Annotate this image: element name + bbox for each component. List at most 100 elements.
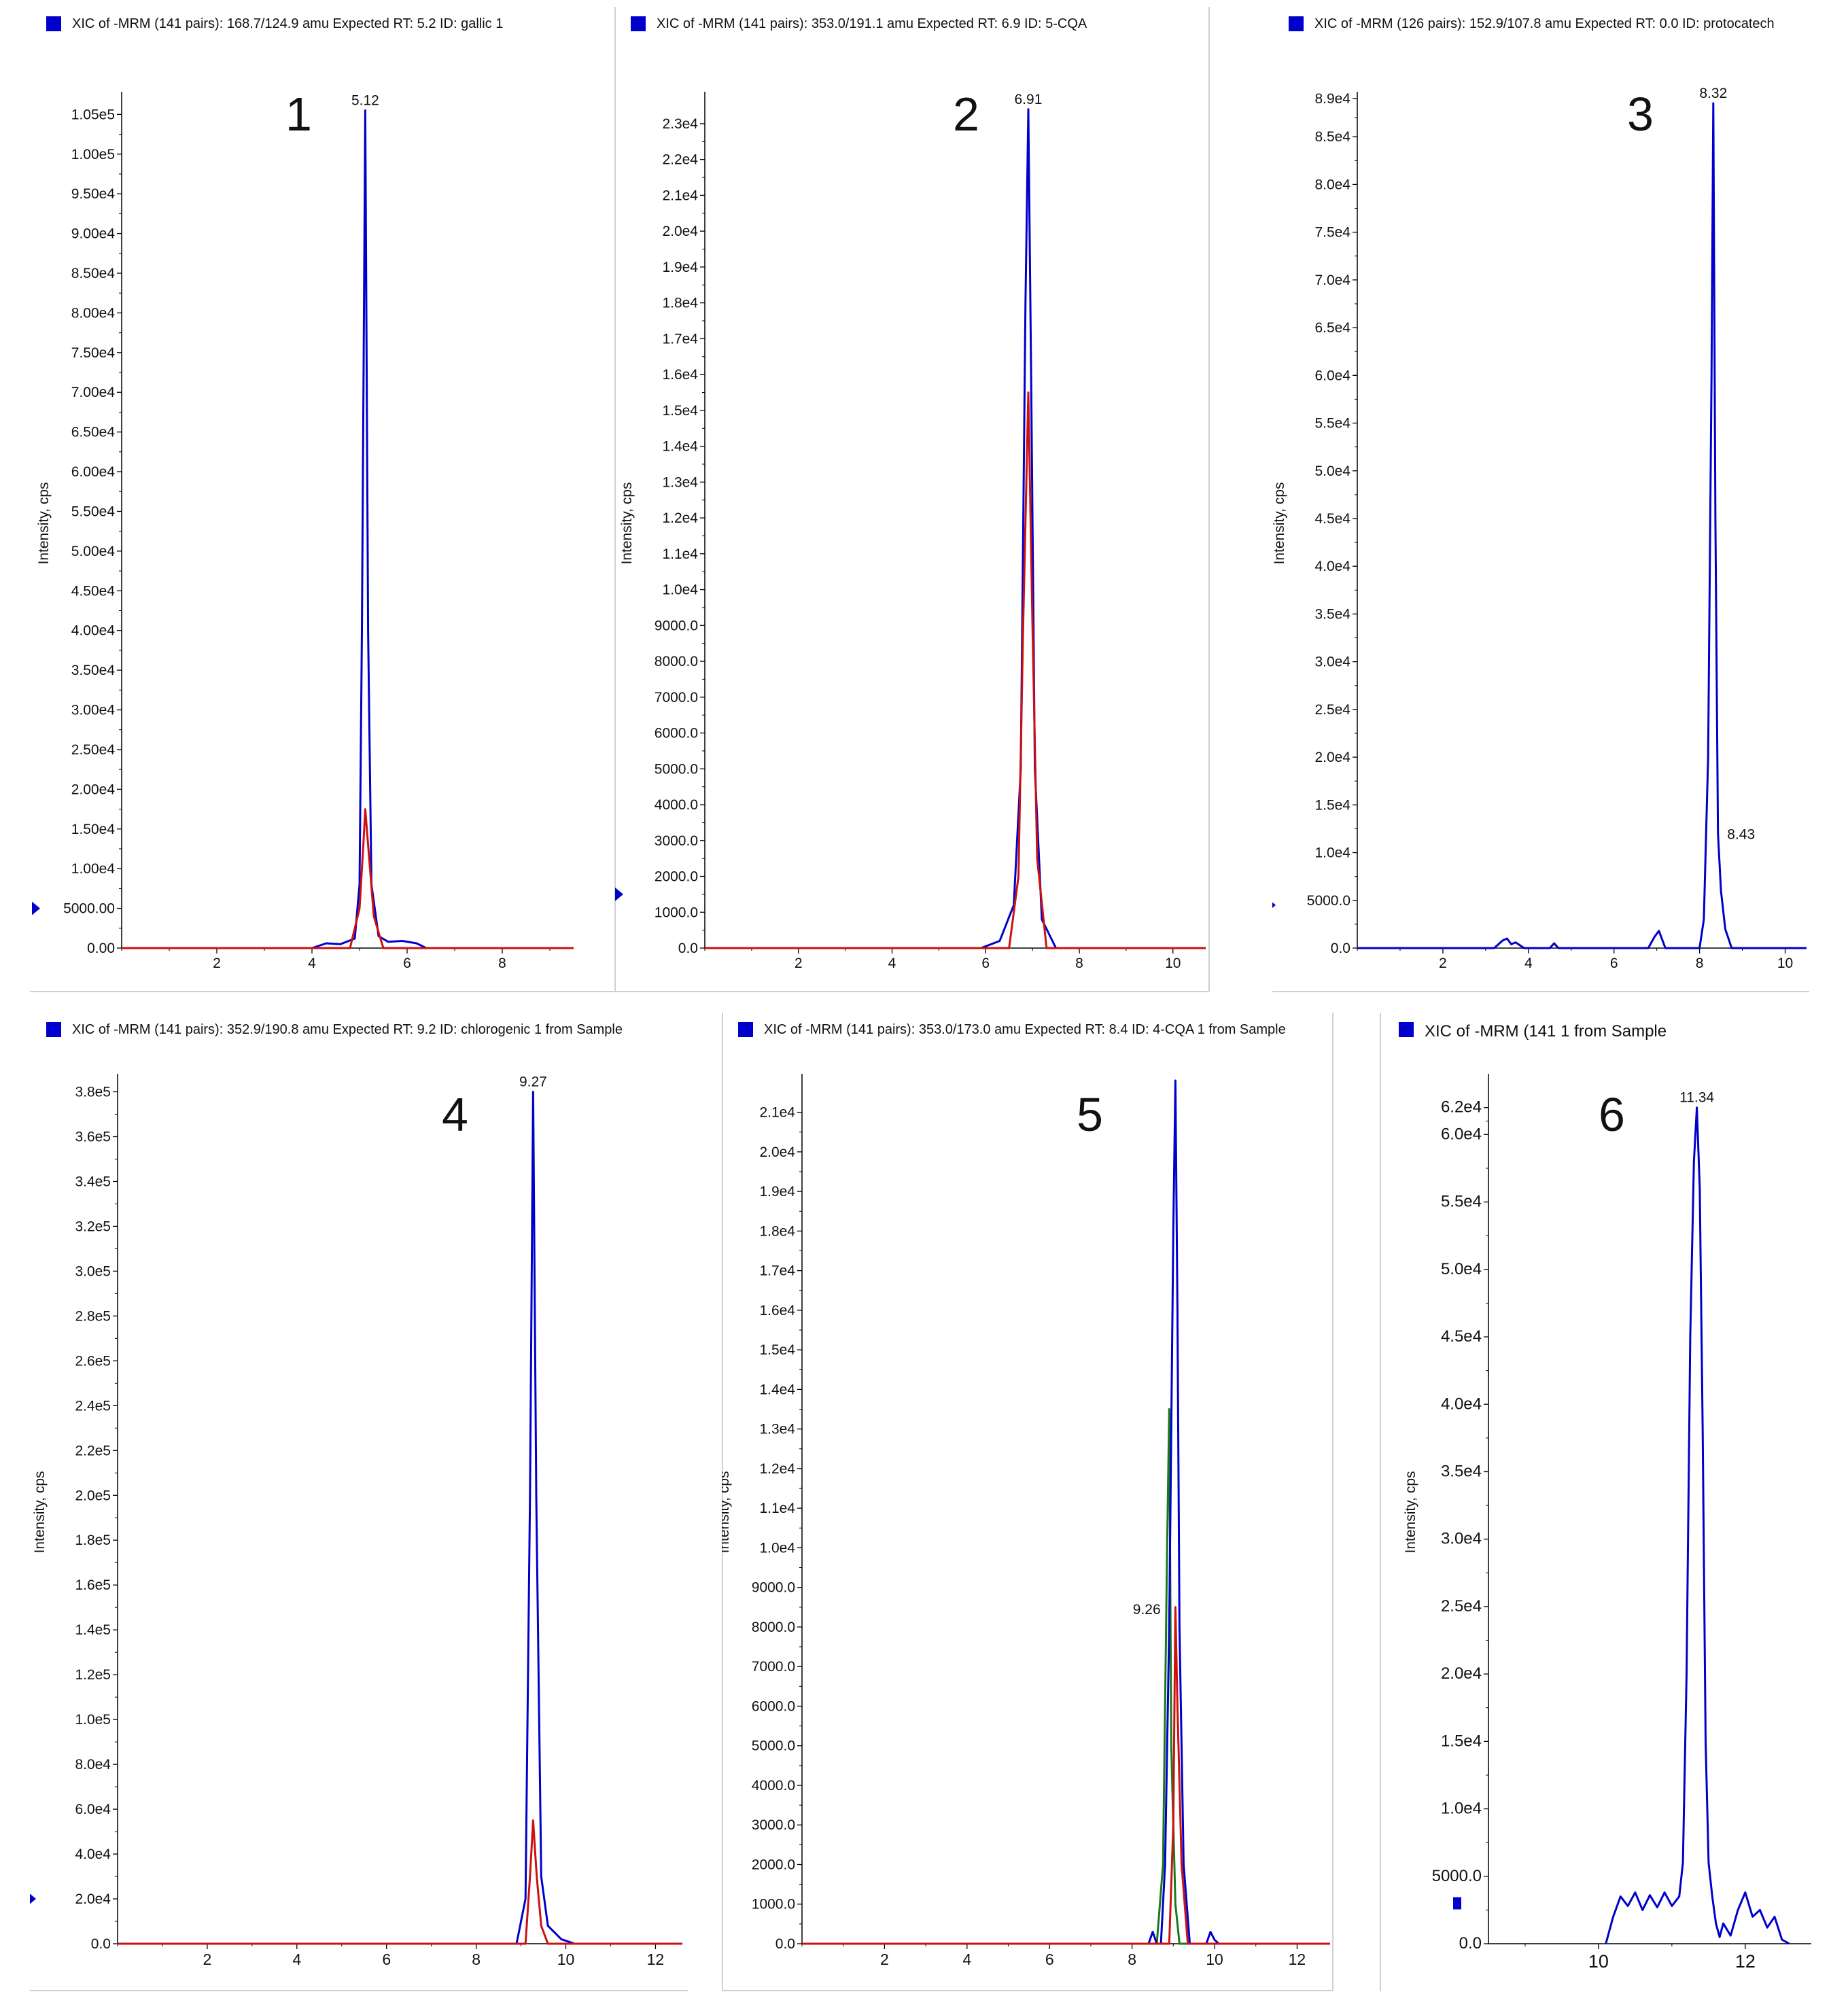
panel-1: XIC of -MRM (141 pairs): 168.7/124.9 amu… [30, 7, 618, 992]
y-tick-label: 3.0e5 [75, 1263, 111, 1279]
panel-2: XIC of -MRM (141 pairs): 353.0/191.1 amu… [614, 7, 1210, 992]
series-line [802, 1606, 1330, 1945]
y-tick-label: 8.0e4 [75, 1757, 111, 1772]
y-tick-label: 2.3e4 [662, 116, 698, 132]
y-tick-label: 1.8e4 [662, 296, 698, 311]
legend-square-icon [46, 1022, 61, 1037]
x-tick-label: 10 [1206, 1951, 1223, 1968]
y-tick-label: 1.0e4 [759, 1540, 795, 1556]
y-tick-label: 1.6e4 [759, 1303, 795, 1318]
y-tick-label: 1.2e4 [759, 1461, 795, 1477]
x-tick-label: 6 [382, 1951, 391, 1968]
peak-label: 11.34 [1679, 1090, 1714, 1106]
y-axis-label: Intensity, cps [722, 1471, 732, 1554]
x-tick-label: 2 [795, 956, 803, 971]
panel-border [614, 7, 616, 992]
y-tick-label: 2.6e5 [75, 1353, 111, 1369]
y-tick-label: 5000.00 [63, 901, 115, 917]
y-tick-label: 3.8e5 [75, 1084, 111, 1100]
y-tick-label: 0.0 [91, 1936, 111, 1952]
y-tick-label: 1.4e5 [75, 1622, 111, 1638]
x-tick-label: 4 [888, 956, 896, 971]
y-tick-label: 3.0e4 [1314, 654, 1350, 670]
y-tick-label: 8.5e4 [1314, 129, 1350, 145]
x-tick-label: 6 [1610, 956, 1618, 971]
y-tick-label: 6.5e4 [1314, 320, 1350, 336]
panel-number: 1 [285, 88, 312, 141]
y-tick-label: 0.0 [678, 941, 698, 956]
y-tick-label: 3.0e4 [1441, 1530, 1482, 1548]
y-tick-label: 2.0e4 [1441, 1664, 1482, 1683]
y-tick-label: 6.00e4 [71, 464, 116, 480]
y-tick-label: 5000.0 [655, 761, 698, 777]
y-tick-label: 6.50e4 [71, 425, 116, 440]
y-tick-label: 2.4e5 [75, 1398, 111, 1414]
y-tick-label: 4.00e4 [71, 623, 116, 639]
y-tick-label: 9.00e4 [71, 226, 116, 242]
y-tick-label: 1.00e4 [71, 861, 116, 877]
y-tick-label: 2.0e4 [759, 1144, 795, 1160]
y-tick-label: 6.2e4 [1441, 1098, 1482, 1117]
peak-label: 9.26 [1133, 1602, 1161, 1617]
y-tick-label: 1.7e4 [662, 331, 698, 347]
y-tick-label: 4.5e4 [1314, 511, 1350, 527]
x-tick-label: 8 [472, 1951, 481, 1968]
panel-border [722, 1013, 723, 1991]
y-tick-label: 1.2e4 [662, 510, 698, 526]
panel-border [30, 1990, 688, 1991]
y-tick-label: 2.8e5 [75, 1308, 111, 1324]
series-line [802, 1408, 1330, 1945]
panel-title: XIC of -MRM (141 pairs): 353.0/191.1 amu… [657, 16, 1087, 31]
y-tick-label: 1.00e5 [71, 147, 115, 162]
y-tick-label: 6.0e4 [1441, 1125, 1482, 1143]
y-tick-label: 1.7e4 [759, 1263, 795, 1279]
peak-label: 9.27 [519, 1074, 547, 1089]
chart-plot: 0.0 1000.0 2000.0 3000.0 4000.0 5000.0 6000.0 7… [615, 92, 1206, 971]
x-tick-label: 6 [1045, 1951, 1054, 1968]
y-tick-label: 7.5e4 [1314, 225, 1350, 241]
y-tick-label: 2.0e4 [75, 1891, 111, 1907]
y-tick-label: 2.0e4 [662, 224, 698, 239]
panel-border [614, 991, 1210, 992]
series-line [802, 1079, 1330, 1945]
x-tick-label: 12 [647, 1951, 665, 1968]
y-tick-label: 4.0e4 [1441, 1395, 1482, 1413]
y-tick-label: 1.3e4 [662, 474, 698, 490]
chart-plot: 0.0 1000.0 2000.0 3000.0 4000.0 5000.0 6000.0 7… [722, 1074, 1330, 1968]
y-tick-label: 1.0e4 [1314, 845, 1350, 861]
y-tick-label: 0.0 [1331, 941, 1350, 956]
y-tick-label: 3.5e4 [1314, 606, 1350, 622]
y-tick-label: 1000.0 [655, 905, 698, 920]
y-tick-label: 5.0e4 [1441, 1260, 1482, 1278]
y-tick-label: 2.0e4 [1314, 750, 1350, 765]
panel-title: XIC of -MRM (141 pairs): 352.9/190.8 amu… [72, 1022, 623, 1037]
y-tick-label: 6000.0 [752, 1698, 795, 1714]
y-tick-label: 1.5e4 [662, 403, 698, 419]
y-tick-label: 7.0e4 [1314, 273, 1350, 288]
peak-label: 8.32 [1699, 86, 1727, 101]
y-tick-label: 8000.0 [752, 1620, 795, 1635]
x-tick-label: 10 [557, 1951, 575, 1968]
y-tick-label: 0.0 [1459, 1934, 1482, 1953]
y-tick-label: 5.5e4 [1441, 1193, 1482, 1211]
panel-4: XIC of -MRM (141 pairs): 352.9/190.8 amu… [30, 1013, 688, 1991]
x-tick-label: 12 [1289, 1951, 1306, 1968]
panel-title: XIC of -MRM (126 pairs): 152.9/107.8 amu… [1314, 16, 1775, 31]
y-tick-label: 1.8e5 [75, 1533, 111, 1548]
chart-plot: 0.0 5000.0 1.0e4 1.5e4 2.0e4 2.5e4 3.0e4 3.5e4 4… [1403, 1074, 1811, 1972]
y-tick-label: 3000.0 [655, 833, 698, 849]
y-tick-label: 9.50e4 [71, 186, 116, 202]
y-tick-label: 1.9e4 [662, 260, 698, 275]
threshold-marker-icon [615, 887, 623, 901]
panel-number: 5 [1077, 1088, 1103, 1141]
series-line [705, 108, 1206, 949]
y-tick-label: 8.0e4 [1314, 177, 1350, 192]
y-tick-label: 2.50e4 [71, 742, 116, 758]
y-tick-label: 1.50e4 [71, 822, 116, 837]
x-tick-label: 4 [292, 1951, 301, 1968]
y-tick-label: 3.2e5 [75, 1219, 111, 1234]
panel-border [30, 991, 618, 992]
y-tick-label: 7.00e4 [71, 385, 116, 400]
y-tick-label: 1.0e5 [75, 1712, 111, 1728]
y-tick-label: 3.4e5 [75, 1174, 111, 1189]
